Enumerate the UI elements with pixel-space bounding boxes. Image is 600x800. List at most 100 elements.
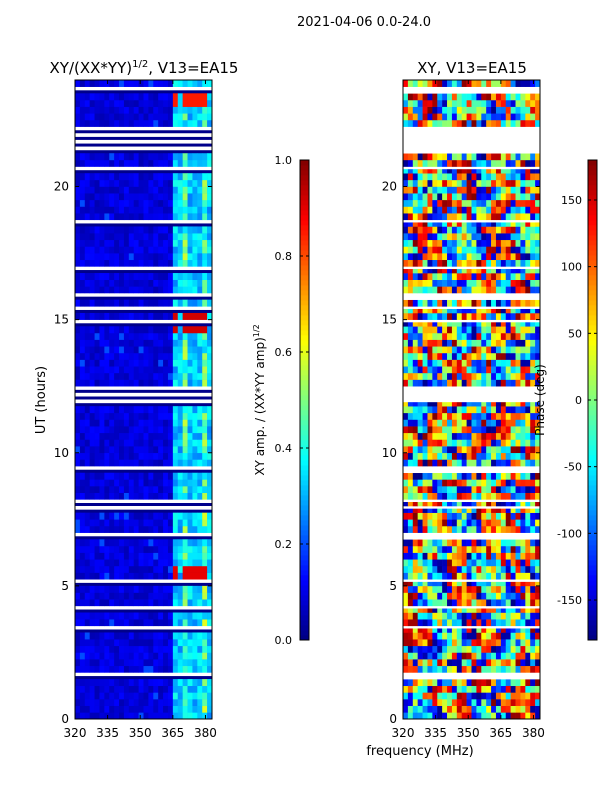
amplitude-cell xyxy=(114,705,120,713)
phase-cell xyxy=(495,632,502,640)
amplitude-cell xyxy=(202,472,208,480)
phase-cell xyxy=(442,525,448,533)
phase-cell xyxy=(486,359,492,367)
amplitude-cell xyxy=(104,352,110,360)
phase-cell xyxy=(525,179,531,187)
phase-cell xyxy=(442,552,448,560)
amp-colorbar-segment xyxy=(300,435,309,441)
phase-cell xyxy=(461,446,467,454)
amplitude-cell xyxy=(99,359,105,367)
amplitude-cell xyxy=(192,699,198,706)
amplitude-cell xyxy=(89,472,95,480)
amplitude-cell xyxy=(75,286,81,294)
phase-cell xyxy=(525,645,531,653)
phase-colorbar-segment xyxy=(588,165,597,171)
amplitude-cell xyxy=(104,286,110,294)
amplitude-cell xyxy=(202,199,208,207)
amplitude-cell xyxy=(138,659,144,667)
phase-cell xyxy=(476,199,482,207)
phase-cell xyxy=(417,439,423,447)
amplitude-cell xyxy=(207,699,213,706)
amplitude-cell xyxy=(114,372,120,380)
amplitude-cell xyxy=(197,692,203,700)
amplitude-cell xyxy=(158,619,164,627)
amplitude-cell xyxy=(94,472,100,480)
amplitude-cell xyxy=(167,599,174,607)
amplitude-cell xyxy=(167,559,174,567)
phase-cell xyxy=(451,199,458,207)
amplitude-cell xyxy=(187,253,193,261)
amplitude-cell xyxy=(114,279,120,287)
amplitude-cell xyxy=(79,459,86,467)
amplitude-cell xyxy=(109,253,115,261)
amplitude-cell xyxy=(148,159,154,167)
phase-cell xyxy=(481,559,487,567)
phase-cell xyxy=(510,119,516,127)
amplitude-cell xyxy=(79,412,86,420)
amplitude-cell xyxy=(177,692,183,700)
phase-cell xyxy=(461,233,467,241)
phase-cell xyxy=(403,113,409,121)
amplitude-cell xyxy=(94,645,100,653)
amplitude-cell xyxy=(89,612,95,620)
phase-cell xyxy=(510,565,516,573)
amplitude-cell xyxy=(89,572,95,580)
amplitude-cell xyxy=(79,632,86,640)
phase-cell xyxy=(491,625,497,633)
amplitude-cell xyxy=(187,545,193,553)
amplitude-cell xyxy=(167,286,174,294)
phase-cell xyxy=(530,552,536,560)
amplitude-cell xyxy=(207,153,213,161)
phase-cell xyxy=(505,319,511,327)
phase-cell xyxy=(515,712,521,720)
phase-cell xyxy=(451,153,458,161)
phase-cell xyxy=(505,499,511,507)
phase-cell xyxy=(461,119,467,127)
phase-cell xyxy=(456,545,463,553)
phase-cell xyxy=(515,459,521,467)
phase-cell xyxy=(451,339,458,347)
amplitude-cell xyxy=(182,412,188,420)
phase-cell xyxy=(495,193,502,201)
amplitude-cell xyxy=(104,652,110,660)
amplitude-cell xyxy=(192,512,198,520)
amplitude-cell xyxy=(202,372,208,380)
amplitude-cell xyxy=(109,339,115,347)
phase-cell xyxy=(495,499,502,507)
phase-cell xyxy=(481,346,487,354)
amplitude-cell xyxy=(163,645,169,653)
amp-colorbar-segment xyxy=(300,500,309,506)
phase-cell xyxy=(515,253,521,261)
amplitude-cell xyxy=(148,299,154,307)
phase-cell xyxy=(456,226,463,234)
phase-cell xyxy=(486,159,492,167)
phase-colorbar-segment xyxy=(588,450,597,456)
amplitude-cell xyxy=(172,492,179,500)
phase-cell xyxy=(447,186,453,194)
phase-cell xyxy=(530,579,536,587)
phase-gap-line xyxy=(403,506,540,509)
amplitude-cell xyxy=(197,559,203,567)
phase-cell xyxy=(535,459,541,467)
amplitude-cell xyxy=(197,512,203,520)
amplitude-cell xyxy=(89,679,95,687)
amplitude-cell xyxy=(109,179,115,187)
phase-cell xyxy=(520,193,526,201)
amplitude-cell xyxy=(167,113,174,121)
phase-cell xyxy=(422,286,428,294)
amplitude-cell xyxy=(163,326,169,334)
phase-cell xyxy=(403,273,409,280)
phase-cell xyxy=(510,359,516,367)
phase-cell xyxy=(422,199,428,207)
phase-cell xyxy=(417,452,423,460)
phase-cell xyxy=(510,166,516,174)
phase-cell xyxy=(535,539,541,547)
phase-cell xyxy=(505,399,511,407)
amplitude-cell xyxy=(84,645,90,653)
phase-cell xyxy=(432,166,438,174)
amplitude-cell xyxy=(177,565,183,573)
phase-cell xyxy=(427,206,433,214)
phase-cell xyxy=(427,479,433,487)
phase-cell xyxy=(510,419,516,427)
phase-cell xyxy=(471,306,477,314)
